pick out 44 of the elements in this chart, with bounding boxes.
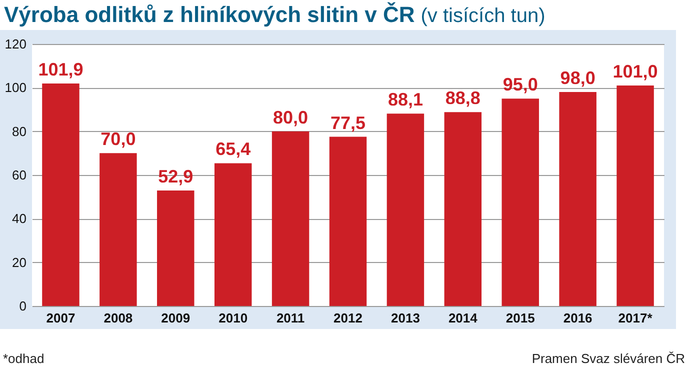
- y-tick-label: 60: [12, 168, 26, 182]
- x-tick-label: 2012: [334, 310, 362, 326]
- bar: [100, 153, 137, 306]
- data-label: 101,0: [612, 61, 658, 82]
- text: *odhad: [3, 351, 44, 366]
- y-tick-label: 40: [12, 211, 26, 226]
- data-label: 88,1: [388, 90, 423, 110]
- bar: [502, 98, 539, 306]
- bar: [559, 92, 596, 306]
- bar: [444, 112, 482, 306]
- data-label: 65,4: [216, 139, 251, 160]
- data-label: 88,8: [445, 88, 480, 108]
- x-tick-label: 2015: [506, 310, 535, 326]
- data-label: 95,0: [502, 74, 538, 95]
- x-tick-label: 2010: [218, 310, 248, 326]
- y-tick-label: 80: [12, 124, 26, 139]
- data-label: 70,0: [100, 129, 136, 150]
- bar: [616, 85, 654, 306]
- text: Pramen Svaz sléváren ČR: [532, 351, 685, 366]
- bar: [386, 114, 424, 306]
- x-tick-label: 2011: [276, 310, 305, 326]
- x-tick-label: 2017*: [618, 310, 654, 326]
- x-tick-label: 2013: [390, 310, 420, 326]
- bar: [214, 163, 252, 306]
- x-tick-label: 2007: [46, 310, 76, 326]
- bar: [272, 131, 310, 306]
- x-tick-label: 2008: [104, 310, 133, 326]
- data-label: 101,9: [38, 60, 84, 80]
- chart-subtitle: (v tisících tun): [420, 5, 546, 27]
- data-label: 77,5: [330, 112, 366, 133]
- y-tick-label: 20: [12, 254, 26, 270]
- x-tick-label: 2014: [448, 310, 478, 326]
- data-label: 80,0: [273, 107, 308, 128]
- data-label: 52,9: [158, 166, 194, 186]
- y-tick-label: 120: [4, 36, 26, 52]
- bar: [42, 84, 80, 306]
- data-label: 98,0: [560, 68, 596, 88]
- y-tick-label: 100: [4, 80, 26, 96]
- x-tick-label: 2016: [563, 310, 592, 326]
- x-tick-label: 2009: [161, 310, 190, 326]
- bar: [157, 190, 194, 306]
- y-tick-label: 0: [19, 298, 26, 314]
- bar: [329, 136, 367, 306]
- chart-title: Výroba odlitků z hliníkových slitin v ČR: [4, 2, 415, 27]
